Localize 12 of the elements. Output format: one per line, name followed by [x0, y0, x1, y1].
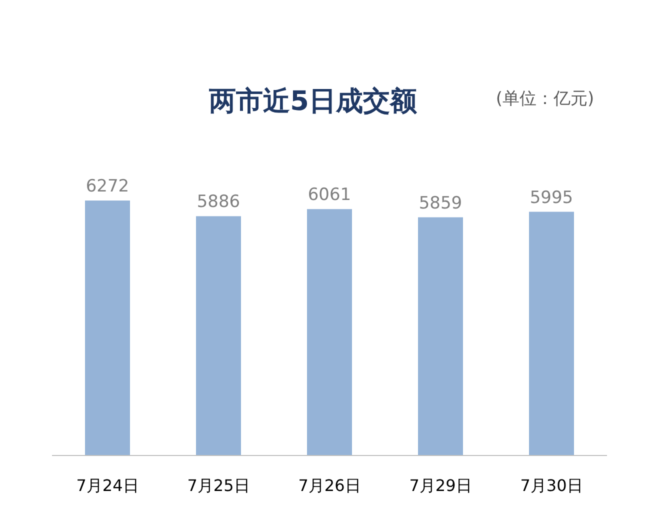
x-tick-label: 7月25日 [187, 476, 250, 495]
x-tick-label: 7月26日 [298, 476, 361, 495]
x-tick-label: 7月24日 [76, 476, 139, 495]
data-label: 5886 [196, 192, 240, 212]
chart-subtitle: (单位：亿元) [496, 89, 594, 109]
data-label: 6272 [86, 176, 130, 197]
x-tick-label: 7月30日 [520, 476, 583, 495]
chart-title: 两市近5日成交额 [208, 86, 418, 117]
data-label: 6061 [308, 185, 352, 206]
data-label: 5995 [530, 188, 574, 208]
x-tick-label: 7月29日 [409, 476, 472, 495]
data-label: 5859 [418, 193, 462, 214]
